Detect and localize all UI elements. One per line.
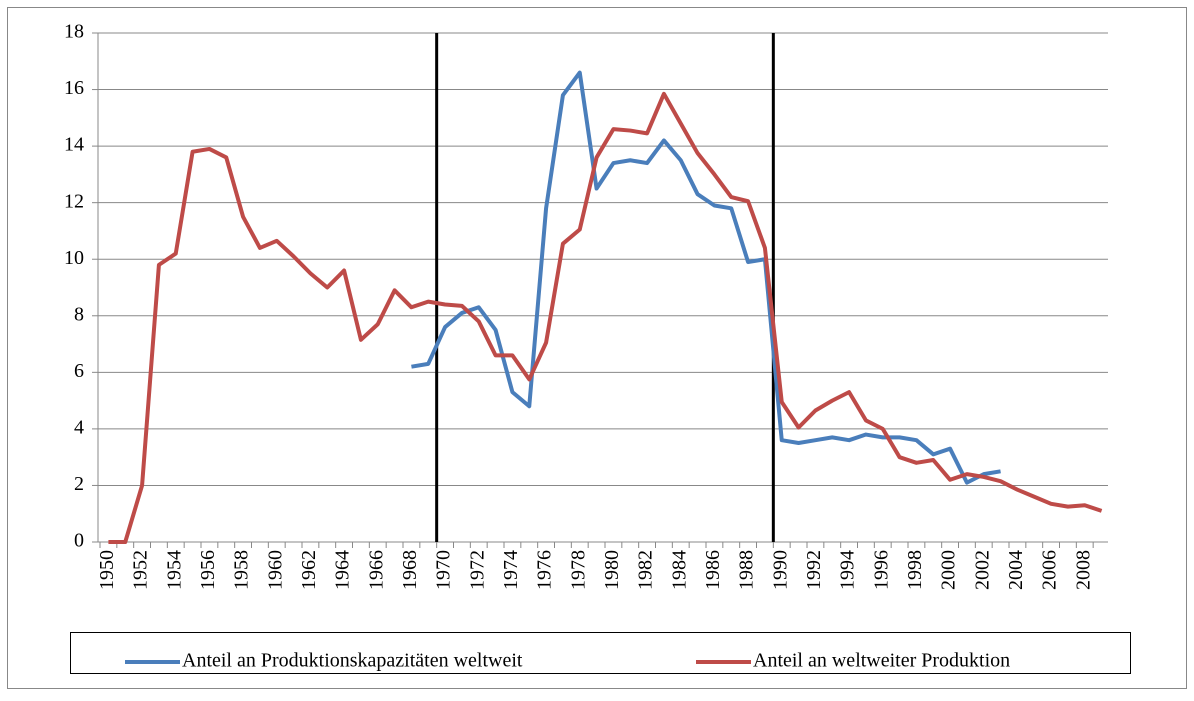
x-tick-label: 1954 (163, 550, 185, 590)
y-tick-label: 6 (74, 360, 84, 382)
x-tick-label: 1966 (365, 550, 387, 590)
y-tick-label: 18 (64, 21, 84, 43)
y-tick-label: 14 (64, 134, 84, 156)
x-tick-label: 1988 (736, 550, 758, 590)
x-tick-label: 1952 (130, 550, 152, 590)
y-tick-label: 16 (64, 77, 84, 99)
x-tick-label: 1964 (332, 550, 354, 590)
y-tick-label: 8 (74, 303, 84, 325)
x-tick-label: 1968 (399, 550, 421, 590)
x-tick-label: 2004 (1005, 550, 1027, 590)
x-tick-label: 2006 (1039, 550, 1061, 590)
x-tick-label: 1984 (668, 550, 690, 590)
legend-box (70, 632, 1131, 674)
x-tick-label: 1950 (96, 550, 118, 590)
y-tick-label: 0 (74, 530, 84, 552)
x-tick-label: 2002 (971, 550, 993, 590)
x-tick-label: 2008 (1072, 550, 1094, 590)
x-tick-label: 1994 (837, 550, 859, 590)
x-tick-label: 1996 (870, 550, 892, 590)
y-tick-label: 4 (74, 416, 84, 438)
series-line (108, 91, 1103, 544)
chart-border (7, 7, 1187, 689)
x-tick-label: 1990 (769, 550, 791, 590)
y-tick-label: 2 (74, 473, 84, 495)
x-tick-label: 1962 (298, 550, 320, 590)
x-tick-label: 1976 (534, 550, 556, 590)
series-line (411, 70, 1001, 485)
legend-label: Anteil an weltweiter Produktion (753, 650, 1010, 672)
x-tick-label: 1958 (231, 550, 253, 590)
x-tick-label: 1980 (601, 550, 623, 590)
x-tick-label: 1982 (635, 550, 657, 590)
y-tick-label: 12 (64, 190, 84, 212)
x-tick-label: 2000 (938, 550, 960, 590)
x-tick-label: 1970 (433, 550, 455, 590)
x-tick-label: 1992 (803, 550, 825, 590)
x-tick-label: 1986 (702, 550, 724, 590)
x-tick-label: 1960 (264, 550, 286, 590)
y-tick-label: 10 (64, 247, 84, 269)
x-tick-label: 1956 (197, 550, 219, 590)
x-tick-label: 1974 (500, 550, 522, 590)
x-tick-label: 1972 (466, 550, 488, 590)
legend-label: Anteil an Produktionskapazitäten weltwei… (182, 650, 523, 672)
x-tick-label: 1978 (567, 550, 589, 590)
x-tick-label: 1998 (904, 550, 926, 590)
